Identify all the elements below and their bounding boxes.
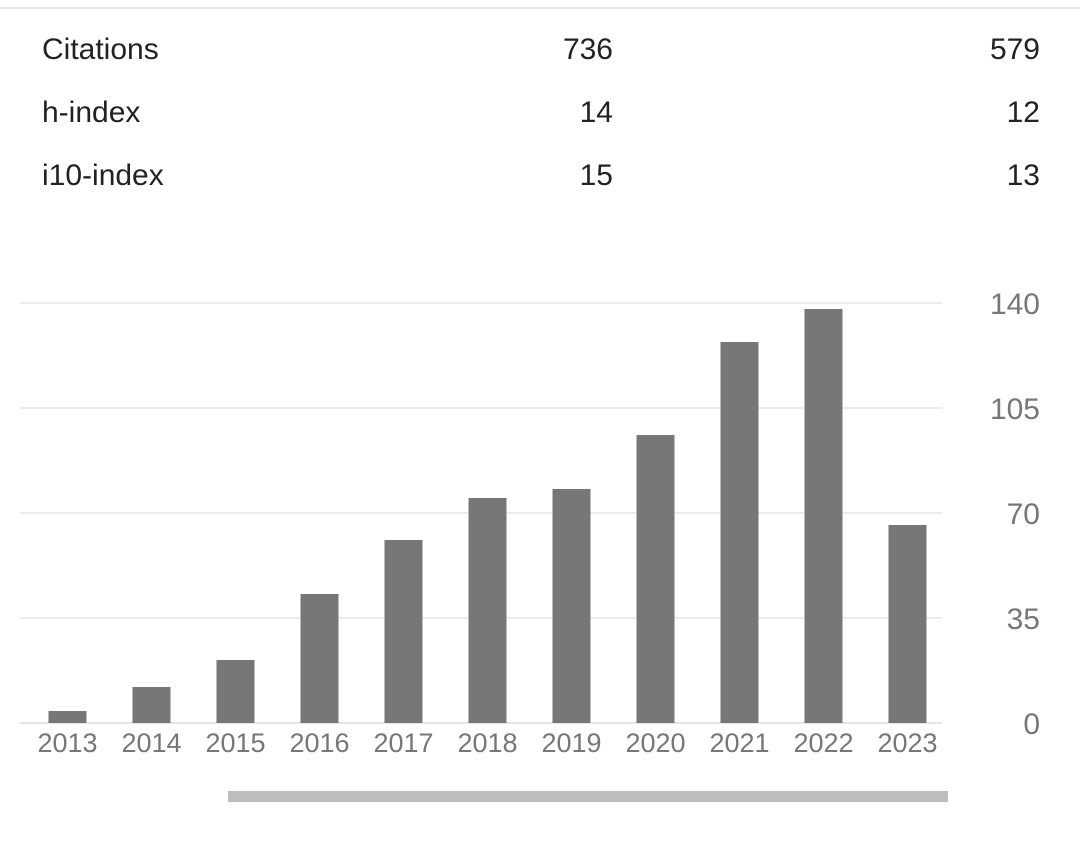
x-tick-label: 2015 [205, 728, 265, 758]
stats-row-i10-index: i10-index 15 13 [0, 159, 1080, 199]
x-tick-label: 2020 [625, 728, 685, 758]
x-tick-label: 2018 [457, 728, 517, 758]
bar-2019[interactable] [552, 489, 591, 723]
y-tick-label: 35 [1007, 603, 1040, 636]
x-axis-ticks: 2013 2014 2015 2016 2017 2018 2019 2020 2021 2022… [37, 728, 937, 758]
stat-all-value: 736 [562, 33, 613, 66]
chart-bars [48, 309, 927, 723]
x-tick-label: 2021 [709, 728, 769, 758]
bar-2014[interactable] [132, 687, 171, 723]
y-tick-label: 140 [990, 288, 1040, 321]
stat-all-value: 14 [579, 96, 613, 129]
bar-2022[interactable] [804, 309, 843, 723]
stats-row-citations: Citations 736 579 [0, 33, 1080, 73]
x-tick-label: 2023 [877, 728, 937, 758]
y-tick-label: 70 [1007, 498, 1040, 531]
y-axis-ticks: 0 35 70 105 140 [990, 288, 1040, 741]
x-tick-label: 2017 [373, 728, 433, 758]
stat-label: h-index [42, 96, 141, 129]
bar-2013[interactable] [48, 711, 87, 723]
x-tick-label: 2016 [289, 728, 349, 758]
y-tick-label: 0 [1023, 708, 1040, 741]
y-tick-label: 105 [990, 393, 1040, 426]
bar-2020[interactable] [636, 435, 675, 723]
x-tick-label: 2014 [121, 728, 181, 758]
stat-label: Citations [42, 33, 159, 66]
stat-since-value: 13 [1006, 159, 1040, 192]
stat-since-value: 12 [1006, 96, 1040, 129]
x-tick-label: 2019 [541, 728, 601, 758]
bar-2021[interactable] [720, 342, 759, 723]
stat-all-value: 15 [579, 159, 613, 192]
x-tick-label: 2022 [793, 728, 853, 758]
bar-2016[interactable] [300, 594, 339, 723]
stat-label: i10-index [42, 159, 164, 192]
horizontal-scrollbar[interactable] [228, 791, 948, 802]
bar-2023[interactable] [888, 525, 927, 723]
stat-since-value: 579 [989, 33, 1040, 66]
top-divider [0, 7, 1080, 9]
bar-2018[interactable] [468, 498, 507, 723]
bar-2015[interactable] [216, 660, 255, 723]
stats-row-h-index: h-index 14 12 [0, 96, 1080, 136]
x-tick-label: 2013 [37, 728, 97, 758]
bar-2017[interactable] [384, 540, 423, 723]
